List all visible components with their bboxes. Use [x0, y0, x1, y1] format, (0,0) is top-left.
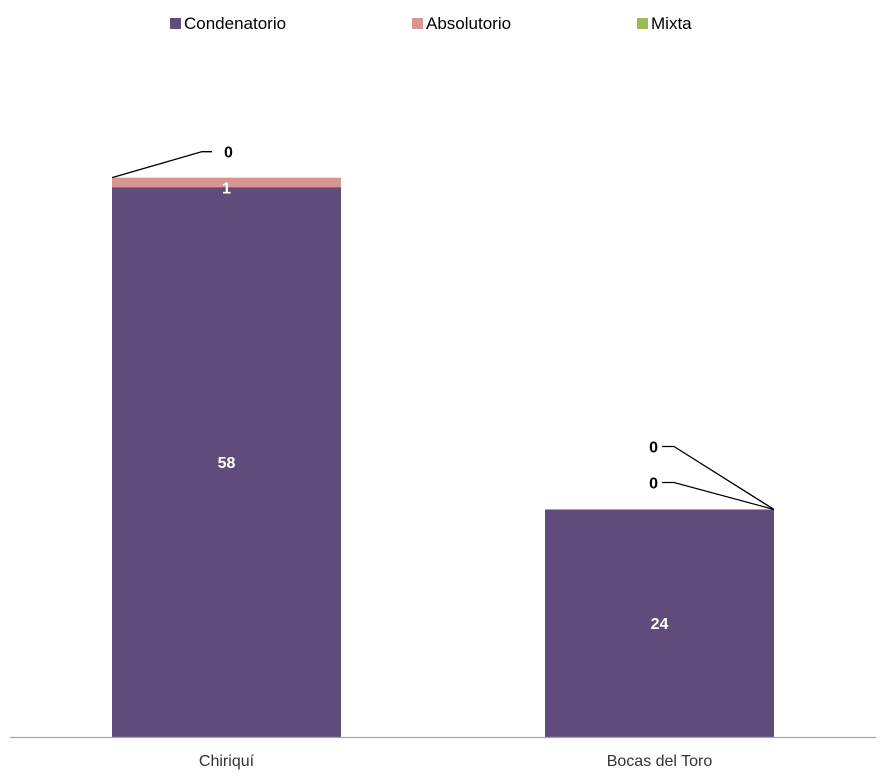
legend: Condenatorio Absolutorio Mixta — [170, 14, 692, 33]
bars — [112, 178, 774, 737]
data-label-absolutorio-bocas-del-toro: 0 — [649, 439, 658, 456]
legend-item-absolutorio: Absolutorio — [412, 14, 511, 33]
legend-swatch-mixta — [637, 18, 648, 29]
data-label-mixta-chiriqui: 0 — [224, 145, 233, 162]
leader-line-mixta-chiriqui — [112, 152, 212, 178]
data-label-condenatorio-bocas-del-toro: 24 — [651, 616, 669, 633]
legend-label-condenatorio: Condenatorio — [184, 14, 286, 33]
data-label-absolutorio-chiriqui: 1 — [222, 181, 231, 198]
legend-item-mixta: Mixta — [637, 14, 692, 33]
leader-line-mixta-bocas-del-toro — [662, 482, 774, 509]
legend-item-condenatorio: Condenatorio — [170, 14, 286, 33]
legend-label-absolutorio: Absolutorio — [426, 14, 511, 33]
legend-swatch-absolutorio — [412, 18, 423, 29]
leader-line-absolutorio-bocas-del-toro — [662, 446, 774, 509]
legend-swatch-condenatorio — [170, 18, 181, 29]
category-label-chiriqui: Chiriquí — [199, 753, 255, 770]
data-label-mixta-bocas-del-toro: 0 — [649, 475, 658, 492]
x-axis: Chiriquí Bocas del Toro — [10, 738, 876, 771]
category-label-bocas-del-toro: Bocas del Toro — [607, 753, 713, 770]
legend-label-mixta: Mixta — [651, 14, 692, 33]
data-label-condenatorio-chiriqui: 58 — [218, 455, 236, 472]
